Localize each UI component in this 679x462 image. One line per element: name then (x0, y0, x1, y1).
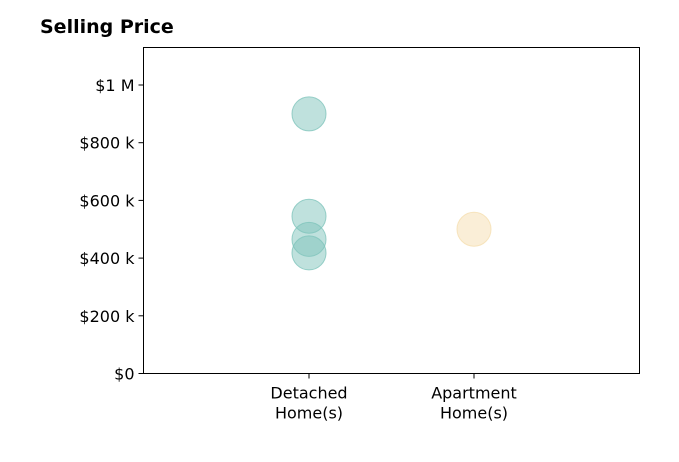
y-tick-label: $1 M (95, 76, 134, 95)
data-points (291, 96, 492, 271)
chart-title: Selling Price (40, 16, 174, 38)
y-tick-label: $600 k (79, 191, 135, 210)
x-axis: Detached Home(s) Apartment Home(s) (270, 373, 517, 423)
data-point (291, 235, 327, 271)
y-tick-label: $400 k (79, 249, 135, 268)
x-tick-label: Apartment Home(s) (431, 384, 517, 423)
data-point (291, 96, 327, 132)
y-tick-label: $800 k (79, 134, 135, 153)
x-tick-label: Detached Home(s) (270, 384, 347, 423)
data-point (456, 211, 492, 247)
y-tick-label: $200 k (79, 307, 135, 326)
plot-frame (143, 47, 640, 374)
y-axis: $0 $200 k $400 k $600 k $800 k $1 M (79, 76, 144, 384)
y-tick-label: $0 (114, 365, 134, 384)
